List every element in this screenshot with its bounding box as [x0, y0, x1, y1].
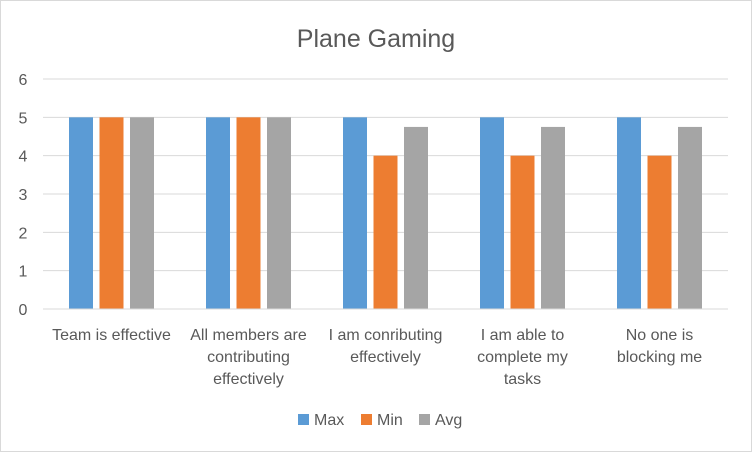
legend-swatch-avg	[419, 414, 430, 425]
x-category-label: I am able to complete my tasks	[477, 327, 568, 388]
y-tick-label: 6	[19, 72, 28, 89]
bar-avg-4	[678, 126, 702, 310]
y-tick-label: 2	[19, 225, 28, 242]
x-category-label: All members are contributing effectively	[190, 327, 307, 388]
legend-label-max: Max	[314, 412, 344, 429]
x-category-label: I am conributing effectively	[329, 327, 443, 366]
bar-max-2	[343, 117, 367, 309]
y-axis-ticks: 0 1 2 3 4 5 6	[19, 72, 28, 319]
legend-swatch-min	[361, 414, 372, 425]
bar-min-3	[510, 155, 535, 309]
bar-min-2	[373, 155, 398, 309]
y-tick-label: 0	[19, 302, 28, 319]
x-axis-labels: Team is effective All members are contribu…	[52, 327, 702, 388]
y-tick-label: 3	[19, 187, 28, 204]
bar-avg-3	[541, 126, 565, 310]
bar-avg-1	[267, 117, 291, 309]
bars	[69, 117, 702, 310]
legend-label-avg: Avg	[435, 412, 462, 429]
legend-swatch-max	[298, 414, 309, 425]
y-tick-label: 1	[19, 264, 28, 281]
bar-min-0	[99, 117, 124, 309]
bar-avg-0	[130, 117, 154, 309]
chart-title: Plane Gaming	[297, 25, 455, 53]
x-category-label: No one is blocking me	[617, 327, 702, 366]
bar-min-4	[647, 155, 672, 309]
bar-max-3	[480, 117, 504, 309]
x-category-label: Team is effective	[52, 327, 171, 344]
bar-min-1	[236, 117, 261, 309]
bar-max-0	[69, 117, 93, 309]
legend: Max Min Avg	[298, 412, 462, 429]
y-tick-label: 4	[19, 149, 28, 166]
bar-max-4	[617, 117, 641, 309]
y-tick-label: 5	[19, 110, 28, 127]
bar-max-1	[206, 117, 230, 309]
bar-avg-2	[404, 126, 428, 310]
legend-label-min: Min	[377, 412, 403, 429]
